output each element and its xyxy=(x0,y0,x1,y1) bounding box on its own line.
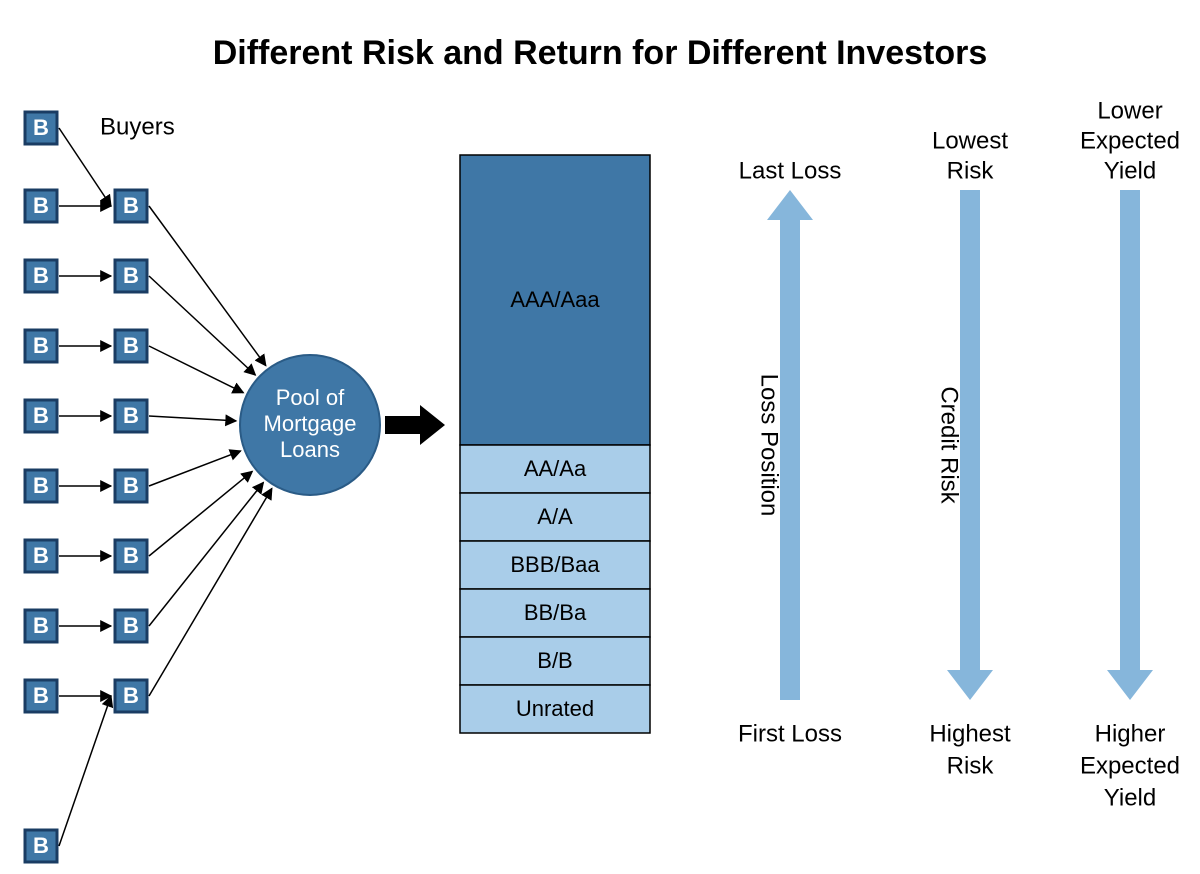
buyer-box: B xyxy=(25,540,57,572)
arrow-top-label: Yield xyxy=(1104,157,1156,184)
arrow-top-label: Risk xyxy=(947,157,995,184)
arrow-bottom-label: Higher xyxy=(1095,720,1166,747)
svg-text:B: B xyxy=(123,473,139,498)
svg-text:B: B xyxy=(123,543,139,568)
arrow-vertical-label: Credit Risk xyxy=(936,386,963,504)
buyer-box: B xyxy=(25,610,57,642)
svg-text:Pool of: Pool of xyxy=(276,385,345,410)
buyer-box: B xyxy=(115,540,147,572)
arrow-bottom-label: First Loss xyxy=(738,720,842,747)
buyer-box: B xyxy=(115,260,147,292)
buyer-box: B xyxy=(25,680,57,712)
buyer-box: B xyxy=(115,400,147,432)
arrow-top-label: Lowest xyxy=(932,127,1008,154)
svg-text:B: B xyxy=(33,115,49,140)
buyer-box: B xyxy=(115,680,147,712)
svg-text:B: B xyxy=(123,403,139,428)
svg-text:B: B xyxy=(33,403,49,428)
arrow-bottom-label: Risk xyxy=(947,752,995,779)
arrow-top-label: Last Loss xyxy=(739,157,842,184)
buyer-box: B xyxy=(115,330,147,362)
arrow-bottom-label: Highest xyxy=(929,720,1011,747)
buyer-box: B xyxy=(25,830,57,862)
svg-text:B: B xyxy=(123,263,139,288)
buyer-box: B xyxy=(25,112,57,144)
svg-text:B: B xyxy=(123,613,139,638)
svg-text:B: B xyxy=(33,263,49,288)
arrow-top-label: Expected xyxy=(1080,127,1180,154)
tranche-label: AA/Aa xyxy=(524,456,587,481)
buyer-box: B xyxy=(115,190,147,222)
buyer-box: B xyxy=(25,400,57,432)
arrow-vertical-label: Loss Position xyxy=(756,374,783,517)
buyers-label: Buyers xyxy=(100,113,175,140)
svg-text:B: B xyxy=(33,473,49,498)
arrow-bottom-label: Yield xyxy=(1104,784,1156,811)
diagram-title: Different Risk and Return for Different … xyxy=(213,34,988,72)
tranche-label: BB/Ba xyxy=(524,600,587,625)
buyer-box: B xyxy=(115,610,147,642)
svg-text:B: B xyxy=(33,683,49,708)
svg-text:B: B xyxy=(33,833,49,858)
pool-circle: Pool ofMortgageLoans xyxy=(240,355,380,495)
svg-text:B: B xyxy=(123,333,139,358)
buyer-box: B xyxy=(25,190,57,222)
buyer-box: B xyxy=(25,260,57,292)
arrow-bottom-label: Expected xyxy=(1080,752,1180,779)
svg-text:B: B xyxy=(33,333,49,358)
tranche-label: Unrated xyxy=(516,696,594,721)
buyer-box: B xyxy=(25,470,57,502)
svg-text:B: B xyxy=(33,543,49,568)
svg-text:B: B xyxy=(123,193,139,218)
svg-text:Mortgage: Mortgage xyxy=(264,411,357,436)
svg-text:B: B xyxy=(33,613,49,638)
risk-return-diagram: Different Risk and Return for Different … xyxy=(0,0,1200,874)
svg-text:Loans: Loans xyxy=(280,437,340,462)
tranche-label: A/A xyxy=(537,504,573,529)
tranche-label: B/B xyxy=(537,648,572,673)
svg-text:B: B xyxy=(33,193,49,218)
tranche-label: AAA/Aaa xyxy=(510,287,600,312)
buyer-box: B xyxy=(115,470,147,502)
tranche-label: BBB/Baa xyxy=(510,552,600,577)
svg-text:B: B xyxy=(123,683,139,708)
arrow-top-label: Lower xyxy=(1097,97,1162,124)
tranche-stack: AAA/Aaa AA/Aa A/A BBB/Baa BB/Ba B/B Unrated xyxy=(460,155,650,733)
buyer-box: B xyxy=(25,330,57,362)
